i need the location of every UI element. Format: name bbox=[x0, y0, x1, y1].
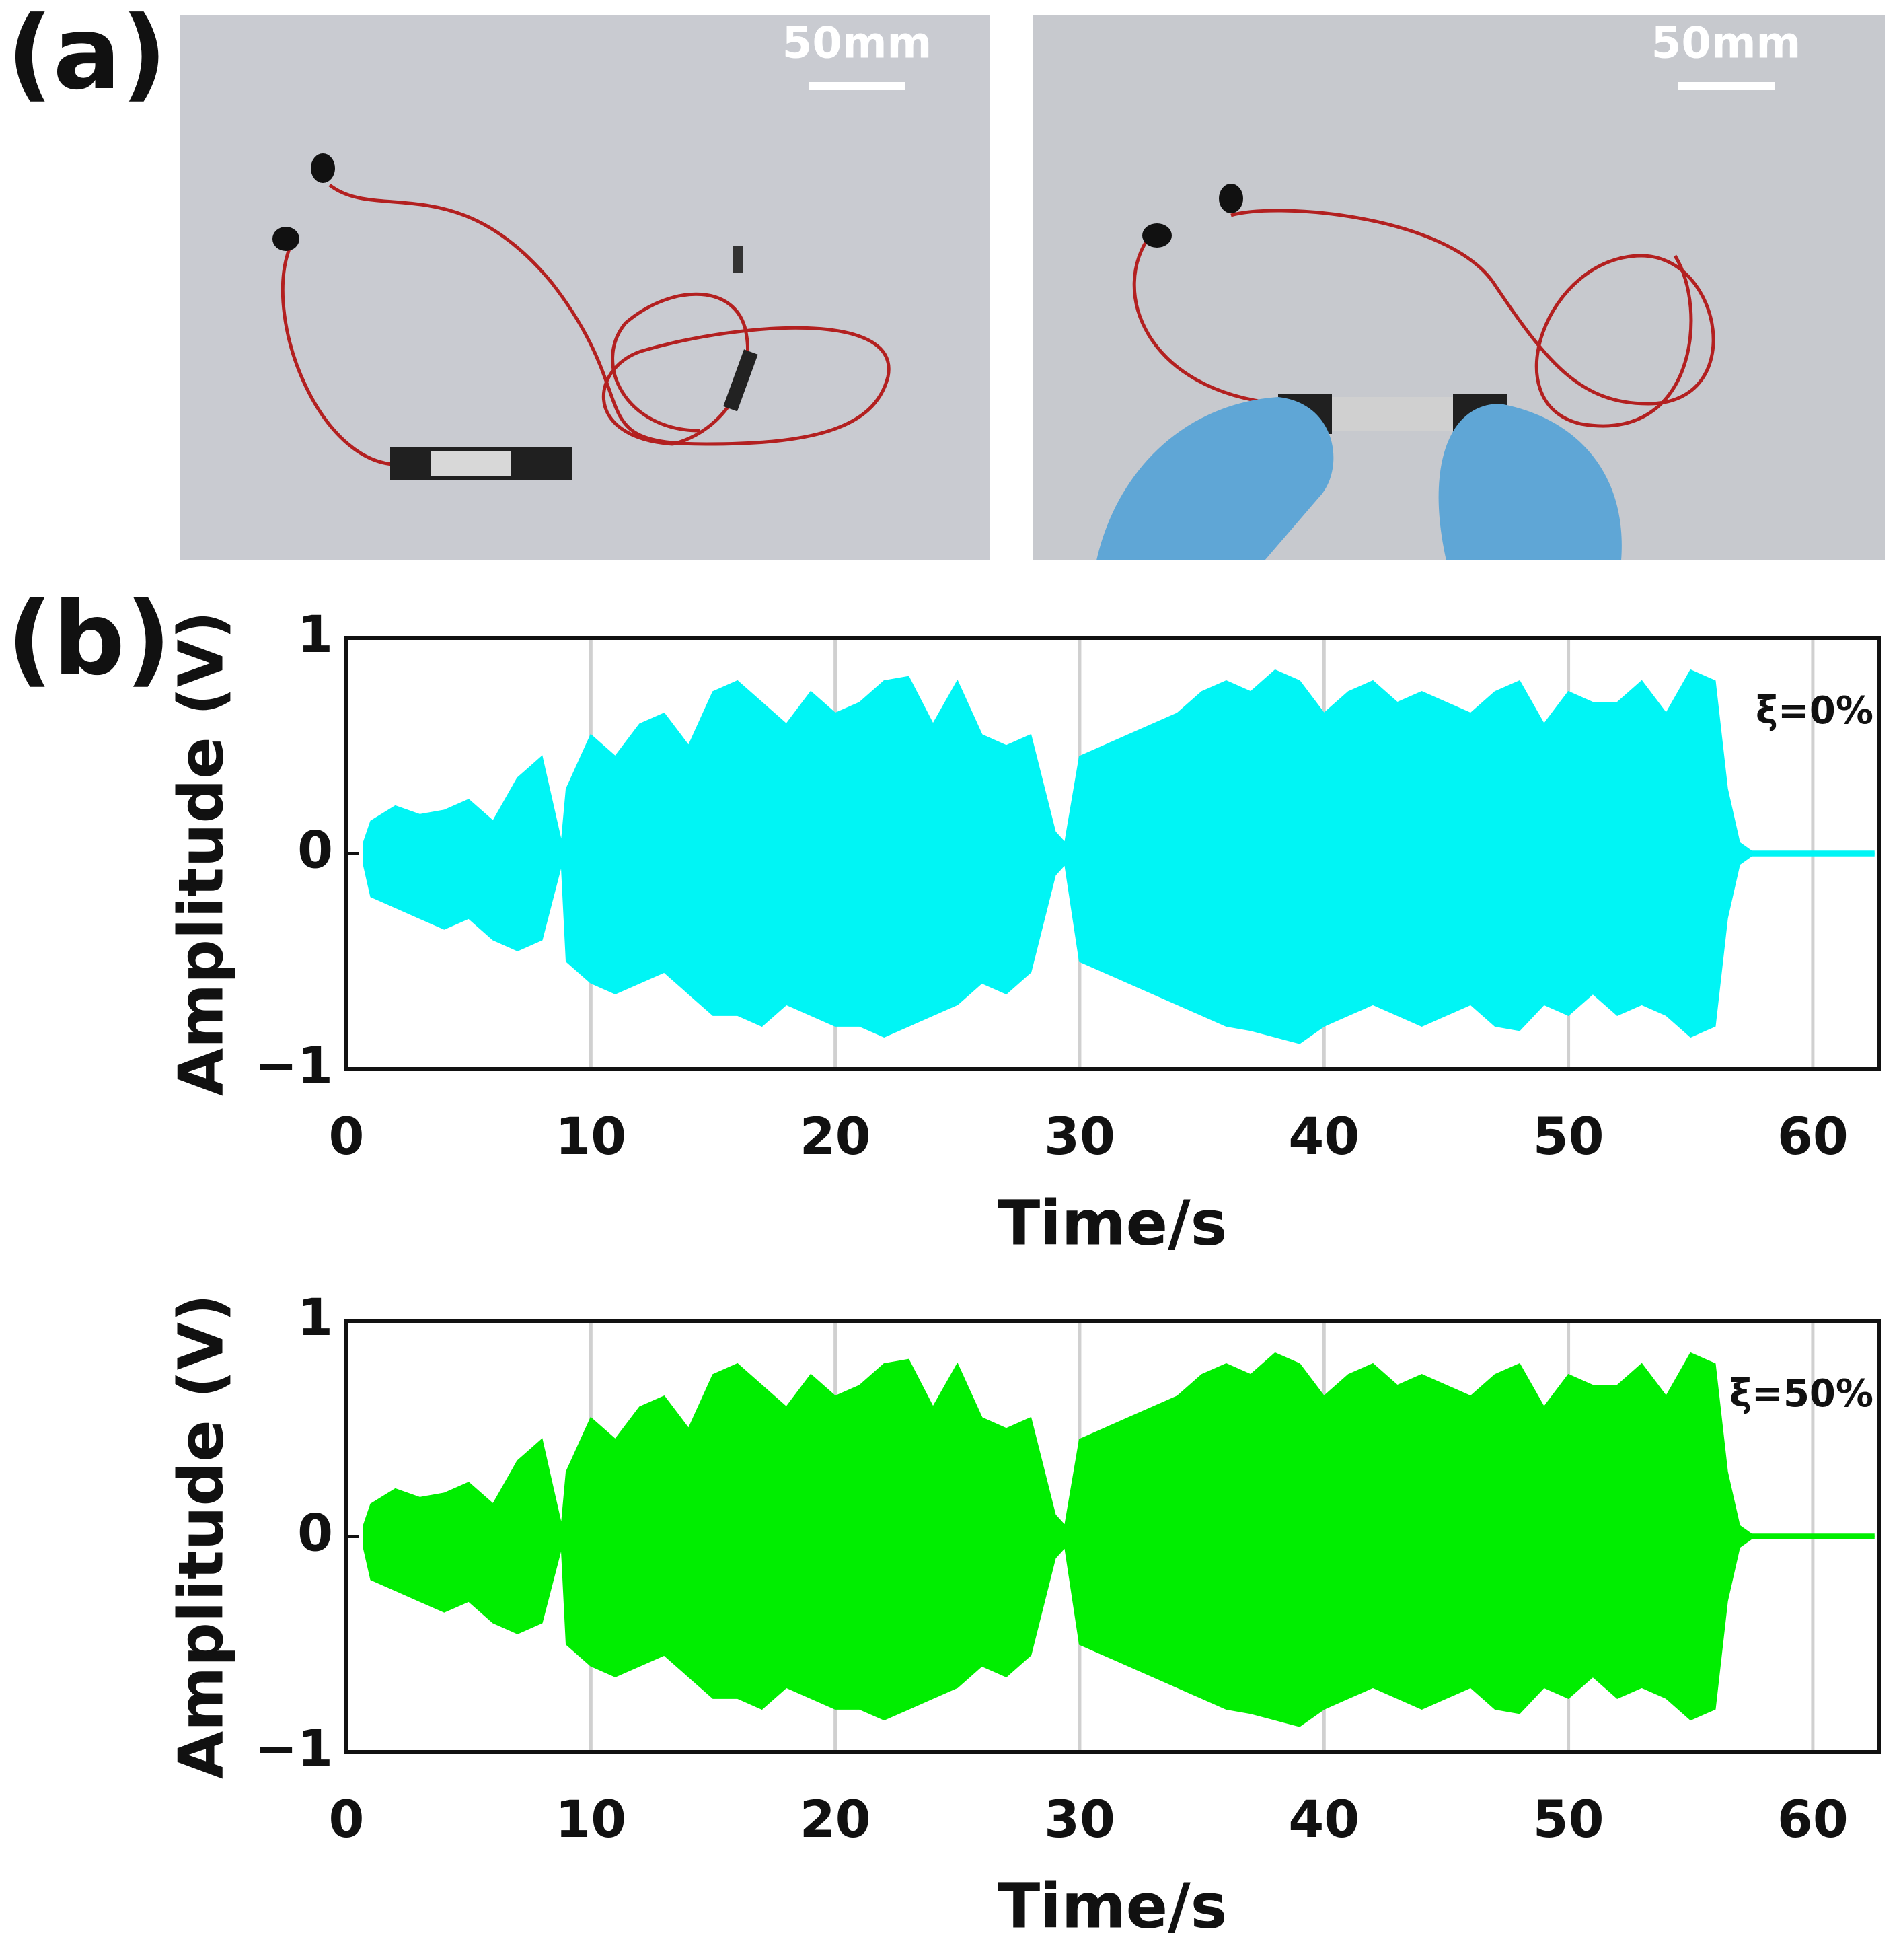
panel-label: (a) bbox=[7, 0, 167, 112]
y-tick-label: −1 bbox=[254, 1036, 333, 1095]
photo: 50mm bbox=[180, 15, 990, 560]
x-tick-label: 60 bbox=[1777, 1106, 1849, 1166]
x-tick-label: 10 bbox=[555, 1106, 626, 1166]
x-tick-label: 50 bbox=[1533, 1106, 1604, 1166]
waveform-area bbox=[363, 1352, 1875, 1537]
x-tick-label: 20 bbox=[800, 1106, 871, 1166]
y-tick-label: 0 bbox=[297, 820, 333, 879]
annotation: ξ=0% bbox=[1756, 689, 1873, 733]
y-tick-label: 1 bbox=[297, 1287, 333, 1347]
photo: 50mm bbox=[1033, 15, 1885, 560]
plot-frame bbox=[344, 1319, 1881, 1754]
panel-label: (b) bbox=[7, 581, 171, 698]
x-axis-title: Time/s bbox=[998, 1870, 1228, 1942]
x-tick-label: 40 bbox=[1288, 1106, 1359, 1166]
y-axis-title: Amplitude (V) bbox=[165, 1294, 237, 1779]
x-tick-label: 0 bbox=[329, 1106, 365, 1166]
y-tick-label: 0 bbox=[297, 1502, 333, 1562]
x-tick-label: 30 bbox=[1044, 1106, 1115, 1166]
waveform-area bbox=[363, 852, 1875, 1044]
x-tick-label: 20 bbox=[800, 1789, 871, 1849]
y-tick-label: −1 bbox=[254, 1718, 333, 1778]
x-tick-label: 40 bbox=[1288, 1789, 1359, 1849]
scale-bar-label: 50mm bbox=[1651, 19, 1801, 69]
waveform-area bbox=[363, 669, 1875, 855]
chart: 0 10 20 30 40 50 60 −1 0 1 Time/s Amplitude (V) ξ=0% bbox=[165, 604, 1881, 1259]
x-tick-label: 50 bbox=[1533, 1789, 1604, 1849]
x-axis-title: Time/s bbox=[998, 1187, 1228, 1259]
y-tick-label: 1 bbox=[297, 604, 333, 664]
x-tick-label: 60 bbox=[1777, 1789, 1849, 1849]
plot-frame bbox=[344, 636, 1881, 1071]
annotation: ξ=50% bbox=[1729, 1372, 1873, 1416]
scale-bar-label: 50mm bbox=[782, 19, 932, 69]
y-axis-title: Amplitude (V) bbox=[165, 611, 237, 1096]
x-tick-label: 30 bbox=[1044, 1789, 1115, 1849]
chart: 0 10 20 30 40 50 60 −1 0 1 Time/s Amplitude (V) ξ=50… bbox=[165, 1287, 1881, 1942]
x-tick-label: 0 bbox=[329, 1789, 365, 1849]
waveform-area bbox=[363, 1535, 1875, 1727]
x-tick-label: 10 bbox=[555, 1789, 626, 1849]
